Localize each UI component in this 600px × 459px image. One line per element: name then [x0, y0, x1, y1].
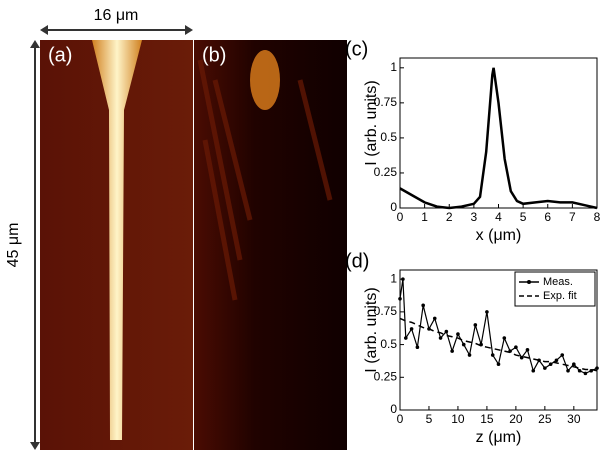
x-tick-label: 0 [397, 210, 404, 224]
data-point [583, 371, 588, 376]
y-axis-label: I (arb. units) [363, 287, 380, 372]
data-line [399, 279, 598, 375]
data-point [519, 355, 524, 360]
y-tick-label: 1 [390, 271, 397, 285]
y-tick-label: 0 [390, 402, 397, 416]
x-tick-label: 4 [495, 210, 502, 224]
x-tick-label: 20 [509, 412, 523, 426]
data-point [572, 362, 576, 367]
y-tick-label: 1 [390, 60, 397, 74]
scale-label: 45 μm [5, 223, 22, 268]
data-point [401, 277, 405, 281]
data-point [485, 310, 489, 314]
data-point [415, 345, 420, 349]
data-point [577, 368, 582, 373]
x-axis-label: z (μm) [476, 429, 522, 446]
data-point [432, 316, 437, 321]
panel-label: (a) [48, 44, 72, 66]
data-point [548, 362, 553, 367]
data-point [502, 336, 507, 340]
data-point [467, 353, 472, 357]
x-tick-label: 30 [567, 412, 581, 426]
data-point [473, 323, 478, 327]
plot-frame [399, 57, 598, 209]
scale-label: 16 μm [94, 7, 139, 24]
data-line [399, 67, 598, 210]
x-tick-label: 0 [397, 412, 404, 426]
x-tick-label: 8 [594, 210, 600, 224]
data-point [438, 336, 443, 340]
data-point [525, 348, 530, 352]
y-tick-label: 0.25 [374, 369, 398, 383]
image-a: (a) [40, 40, 193, 450]
data-point [403, 336, 408, 340]
y-tick-label: 0.5 [380, 337, 397, 351]
panel-label: (c) [345, 38, 368, 60]
data-point [514, 345, 518, 349]
x-tick-label: 6 [544, 210, 551, 224]
panel-label: (b) [202, 44, 226, 66]
x-tick-label: 1 [421, 210, 428, 224]
data-point [531, 368, 536, 373]
data-point [461, 342, 466, 347]
data-point [543, 366, 547, 370]
data-point [560, 353, 565, 357]
data-point [554, 358, 559, 363]
y-tick-label: 0 [390, 200, 397, 214]
legend-label: Exp. fit [543, 290, 577, 302]
x-tick-label: 2 [446, 210, 453, 224]
x-tick-label: 5 [426, 412, 433, 426]
legend-marker [527, 280, 531, 284]
image-b: (b) [194, 40, 347, 450]
data-point [566, 368, 570, 373]
x-tick-label: 7 [569, 210, 576, 224]
x-tick-label: 5 [520, 210, 527, 224]
x-tick-label: 10 [451, 412, 465, 426]
legend-box [514, 271, 596, 307]
x-tick-label: 25 [538, 412, 552, 426]
data-point [398, 296, 402, 301]
x-tick-label: 15 [480, 412, 494, 426]
y-tick-label: 0.75 [374, 304, 398, 318]
scale-bars [30, 25, 193, 450]
data-point [490, 353, 495, 357]
y-tick-label: 0.5 [380, 130, 397, 144]
data-point [409, 327, 414, 331]
x-axis-label: x (μm) [476, 227, 522, 244]
y-tick-label: 0.25 [374, 165, 398, 179]
data-point [456, 332, 460, 336]
data-point [496, 362, 501, 367]
y-axis-label: I (arb. units) [363, 80, 380, 165]
data-point [450, 349, 454, 353]
data-point [421, 303, 425, 308]
y-tick-label: 0.75 [374, 95, 398, 109]
plot-frame [399, 269, 598, 411]
data-point [595, 366, 599, 370]
panel-label: (d) [345, 250, 369, 272]
x-tick-label: 3 [471, 210, 478, 224]
legend-label: Meas. [543, 276, 573, 288]
data-point [444, 329, 449, 334]
data-line [399, 317, 598, 372]
